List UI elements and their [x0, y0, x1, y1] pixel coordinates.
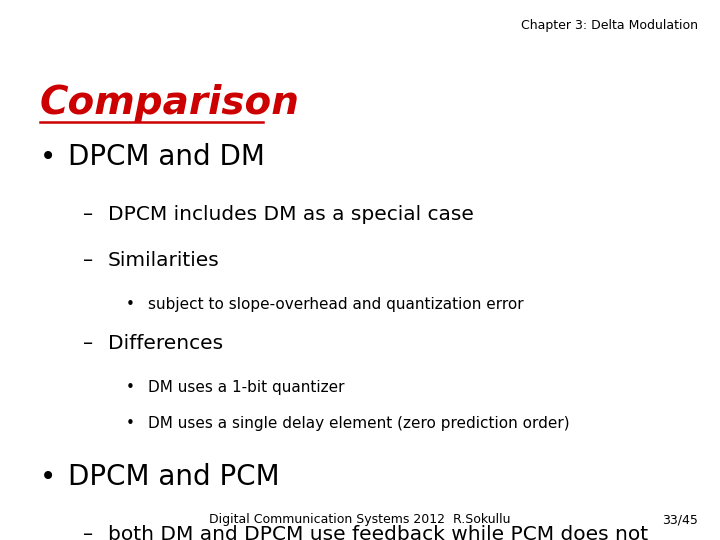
Text: DM uses a single delay element (zero prediction order): DM uses a single delay element (zero pre… — [148, 416, 570, 431]
Text: both DM and DPCM use feedback while PCM does not: both DM and DPCM use feedback while PCM … — [108, 525, 648, 540]
Text: •: • — [126, 380, 135, 395]
Text: Digital Communication Systems 2012  R.Sokullu: Digital Communication Systems 2012 R.Sok… — [210, 514, 510, 526]
Text: •: • — [40, 463, 56, 491]
Text: subject to slope-overhead and quantization error: subject to slope-overhead and quantizati… — [148, 297, 523, 312]
Text: Similarities: Similarities — [108, 251, 220, 270]
Text: –: – — [83, 251, 93, 270]
Text: •: • — [126, 297, 135, 312]
Text: Chapter 3: Delta Modulation: Chapter 3: Delta Modulation — [521, 19, 698, 32]
Text: 33/45: 33/45 — [662, 514, 698, 526]
Text: DPCM and DM: DPCM and DM — [68, 143, 265, 171]
Text: Differences: Differences — [108, 334, 223, 353]
Text: –: – — [83, 525, 93, 540]
Text: DM uses a 1-bit quantizer: DM uses a 1-bit quantizer — [148, 380, 344, 395]
Text: DPCM and PCM: DPCM and PCM — [68, 463, 280, 491]
Text: •: • — [126, 416, 135, 431]
Text: •: • — [40, 143, 56, 171]
Text: DPCM includes DM as a special case: DPCM includes DM as a special case — [108, 205, 474, 224]
Text: –: – — [83, 334, 93, 353]
Text: –: – — [83, 205, 93, 224]
Text: Comparison: Comparison — [40, 84, 300, 122]
